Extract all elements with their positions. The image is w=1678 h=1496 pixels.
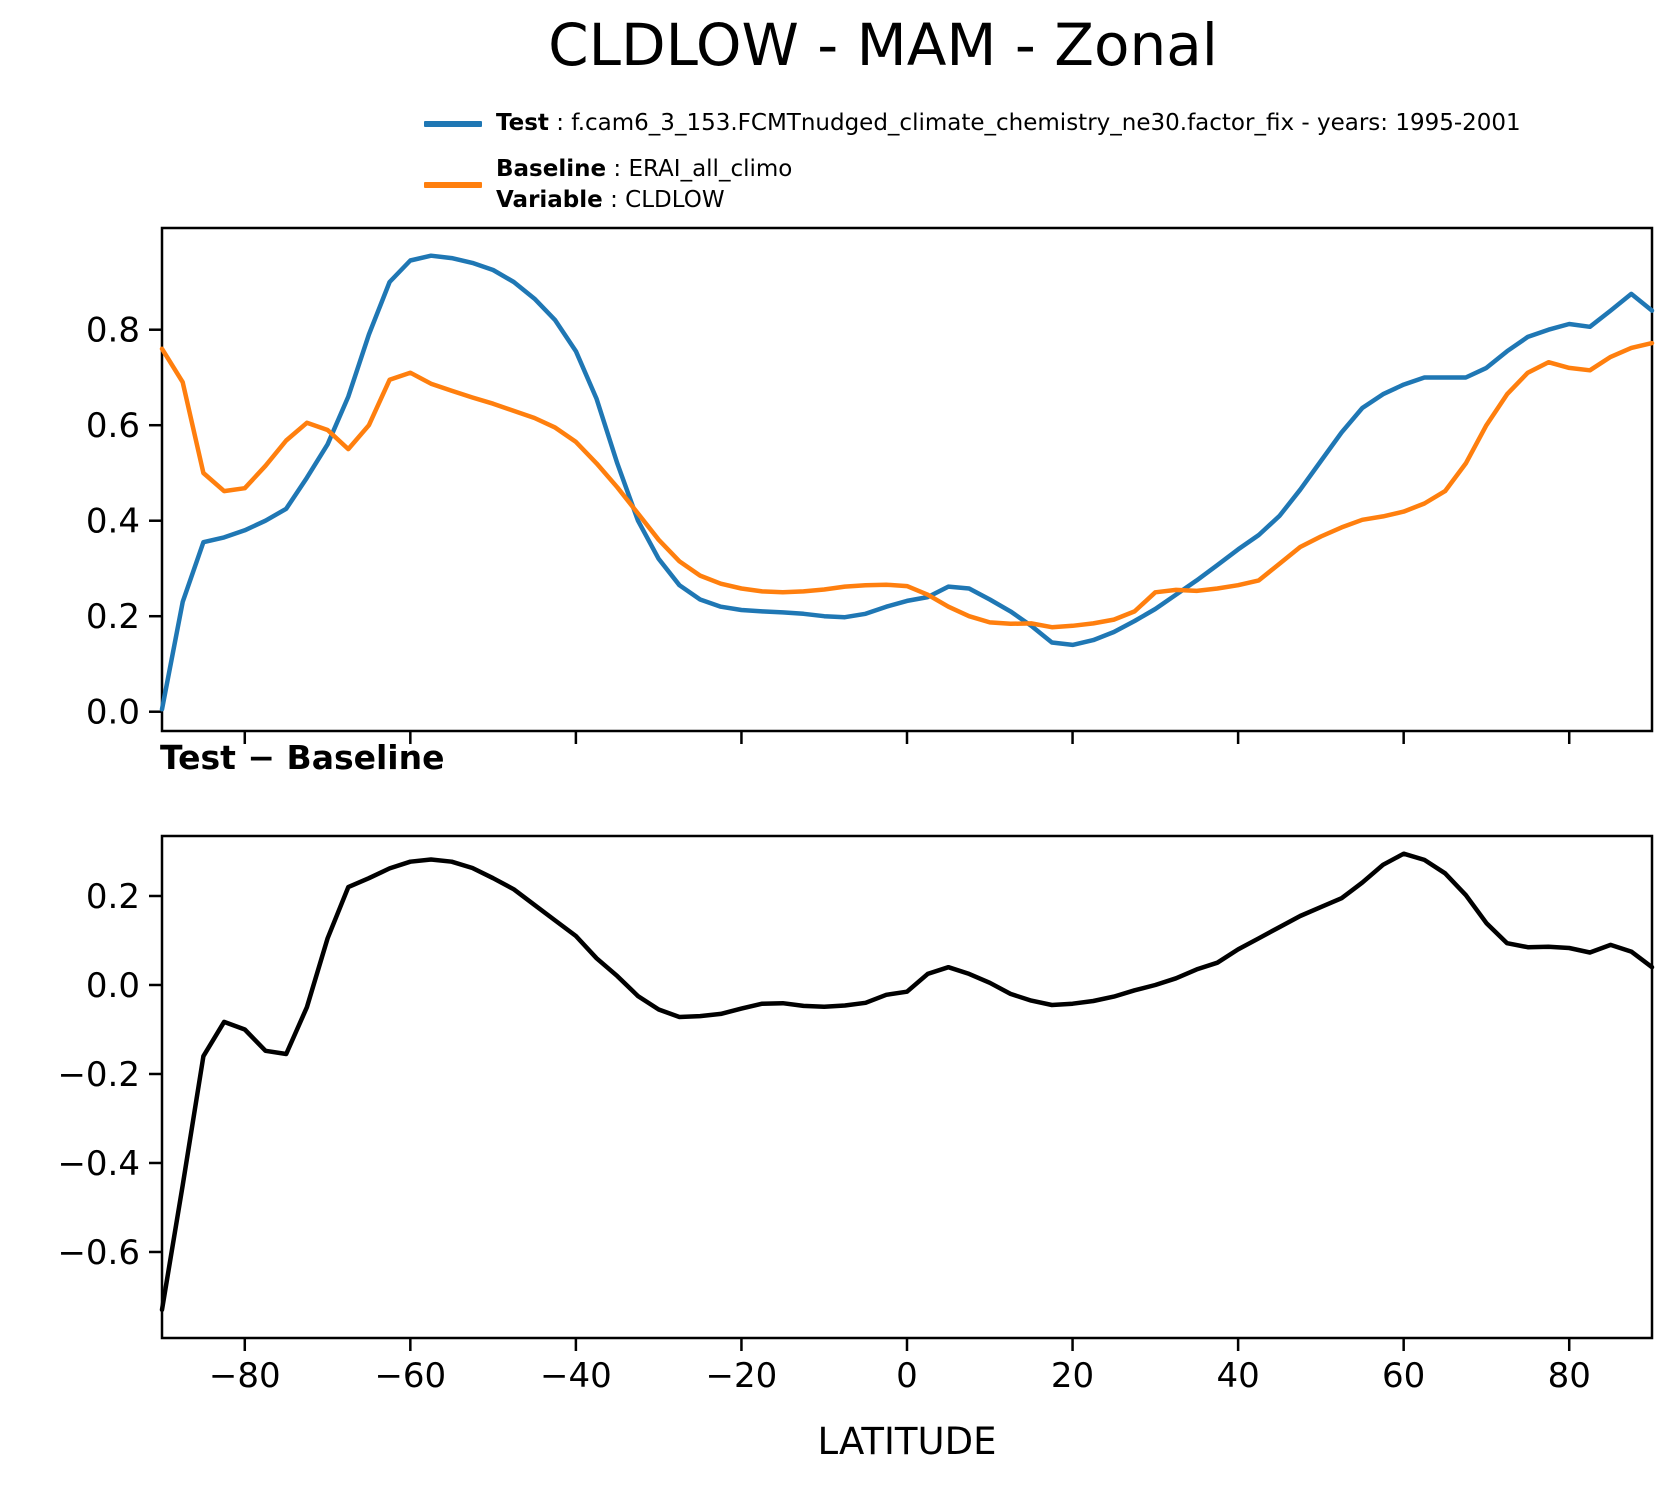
bottom-plot-x-tick-label: 80 [1548,1356,1591,1396]
bottom-plot-y-tick-label: 0.2 [86,877,140,917]
bottom-plot-x-tick-label: −40 [540,1356,612,1396]
bottom-plot-x-tick-label: 20 [1051,1356,1094,1396]
test-line-swatch [424,120,482,127]
top-plot-series-test-line [159,253,1655,712]
bottom-plot-x-tick-label: −20 [706,1356,778,1396]
bottom-plot-y-tick-label: 0.0 [86,966,140,1006]
legend-variable-label: Variable [496,187,603,214]
top-plot-y-tick-label: 0.4 [86,502,140,542]
bottom-plot-y-tick-label: −0.6 [57,1233,140,1273]
legend-variable-text: Variable : CLDLOW [496,185,792,217]
legend-variable-value: : CLDLOW [602,187,725,214]
legend: Test : f.cam6_3_153.FCMTnudged_climate_c… [424,108,1521,217]
legend-baseline-text: Baseline : ERAI_all_climo [496,154,792,186]
top-plot-series-baseline-line [159,340,1655,630]
top-plot-y-tick-label: 0.6 [86,406,140,446]
bottom-plot-x-tick-label: −60 [374,1356,446,1396]
legend-test-value: : f.cam6_3_153.FCMTnudged_climate_chemis… [548,110,1521,136]
legend-baseline-block: Baseline : ERAI_all_climo Variable : CLD… [496,154,792,217]
top-plot-box [160,226,1654,733]
legend-test-text: Test : f.cam6_3_153.FCMTnudged_climate_c… [496,108,1521,140]
bottom-plot-x-tick-label: 60 [1382,1356,1425,1396]
legend-test-label: Test [496,110,549,136]
bottom-plot-x-tick-label: 0 [896,1356,918,1396]
bottom-plot-x-tick-label: 40 [1216,1356,1259,1396]
top-plot-y-tick-label: 0.8 [86,311,140,351]
baseline-line-swatch [424,182,482,189]
legend-row-test: Test : f.cam6_3_153.FCMTnudged_climate_c… [424,108,1521,140]
top-plot-y-tick-label: 0.0 [86,693,140,733]
bottom-plot-x-tick-label: −80 [209,1356,281,1396]
bottom-plot-title: Test − Baseline [160,738,445,777]
bottom-plot-y-tick-label: −0.4 [57,1144,140,1184]
bottom-plot-y-tick-label: −0.2 [57,1055,140,1095]
legend-baseline-label: Baseline [496,155,607,182]
figure-title: CLDLOW - MAM - Zonal [548,11,1218,79]
bottom-plot-series-diff-line [159,851,1655,1313]
top-plot-y-tick-label: 0.2 [86,597,140,637]
x-axis-label: LATITUDE [817,1420,997,1463]
legend-row-baseline: Baseline : ERAI_all_climo Variable : CLD… [424,154,1521,217]
legend-baseline-value: : ERAI_all_climo [606,155,793,182]
bottom-plot-box [160,834,1654,1340]
